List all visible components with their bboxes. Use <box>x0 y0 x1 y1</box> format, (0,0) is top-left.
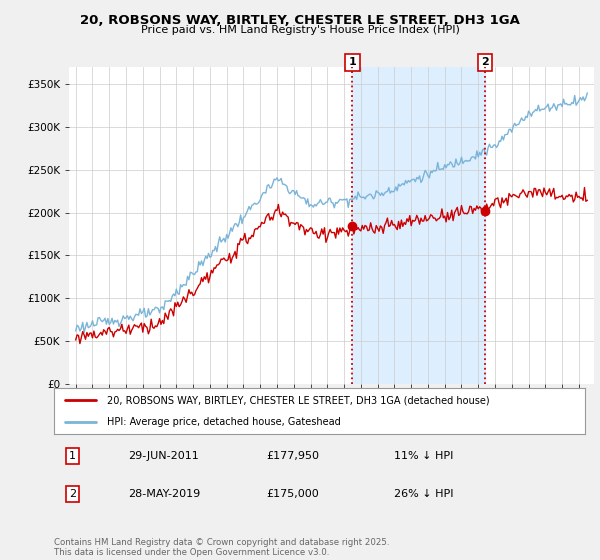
Text: Price paid vs. HM Land Registry's House Price Index (HPI): Price paid vs. HM Land Registry's House … <box>140 25 460 35</box>
Text: 26% ↓ HPI: 26% ↓ HPI <box>394 489 454 499</box>
Bar <box>352 67 485 384</box>
Text: £177,950: £177,950 <box>266 451 319 461</box>
Text: 11% ↓ HPI: 11% ↓ HPI <box>394 451 453 461</box>
Text: HPI: Average price, detached house, Gateshead: HPI: Average price, detached house, Gate… <box>107 417 341 427</box>
Text: 1: 1 <box>69 451 76 461</box>
Text: Contains HM Land Registry data © Crown copyright and database right 2025.
This d: Contains HM Land Registry data © Crown c… <box>54 538 389 557</box>
Text: £175,000: £175,000 <box>266 489 319 499</box>
Text: 1: 1 <box>349 57 356 67</box>
Text: 2: 2 <box>69 489 76 499</box>
Text: 2: 2 <box>481 57 489 67</box>
Text: 20, ROBSONS WAY, BIRTLEY, CHESTER LE STREET, DH3 1GA: 20, ROBSONS WAY, BIRTLEY, CHESTER LE STR… <box>80 14 520 27</box>
Text: 20, ROBSONS WAY, BIRTLEY, CHESTER LE STREET, DH3 1GA (detached house): 20, ROBSONS WAY, BIRTLEY, CHESTER LE STR… <box>107 395 490 405</box>
Text: 28-MAY-2019: 28-MAY-2019 <box>128 489 200 499</box>
Text: 29-JUN-2011: 29-JUN-2011 <box>128 451 199 461</box>
